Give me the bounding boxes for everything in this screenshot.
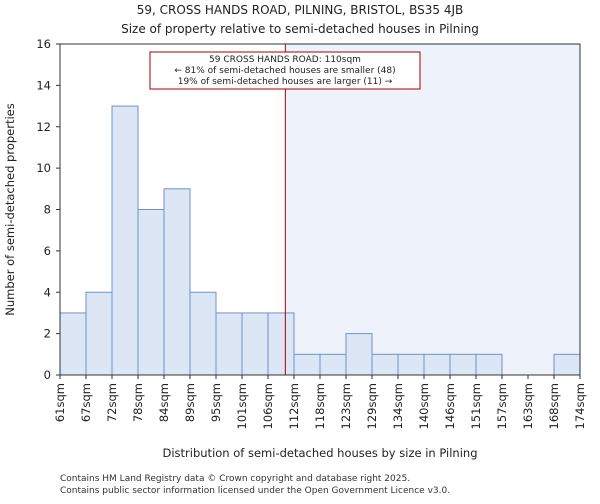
- x-axis-label: Distribution of semi-detached houses by …: [163, 446, 478, 460]
- y-tick-label: 16: [36, 37, 51, 51]
- bar-95sqm: [215, 312, 243, 376]
- x-tick-label: 118sqm: [313, 383, 327, 429]
- y-tick-label: 4: [44, 285, 51, 299]
- x-tick-label: 157sqm: [495, 383, 509, 429]
- x-tick-label: 151sqm: [469, 383, 483, 429]
- x-tick-label: 129sqm: [365, 383, 379, 429]
- x-tick-label: 67sqm: [79, 383, 93, 422]
- y-tick-label: 10: [36, 161, 51, 175]
- annotation-box: 59 CROSS HANDS ROAD: 110sqm ← 81% of sem…: [149, 51, 421, 90]
- bar-106sqm: [267, 312, 295, 376]
- y-axis: 0 2 4 6 8 10 12 14 16: [36, 37, 60, 382]
- bar-61sqm: [59, 312, 87, 376]
- chart-subtitle: Size of property relative to semi-detach…: [121, 22, 479, 36]
- x-tick-label: 101sqm: [235, 383, 249, 429]
- bar-84sqm: [163, 188, 191, 376]
- x-tick-label: 112sqm: [287, 383, 301, 429]
- x-tick-label: 84sqm: [157, 383, 171, 422]
- bar-89sqm: [189, 291, 217, 376]
- x-tick-label: 174sqm: [573, 383, 587, 429]
- x-tick-label: 146sqm: [443, 383, 457, 429]
- y-tick-label: 0: [44, 368, 51, 382]
- x-tick-label: 123sqm: [339, 383, 353, 429]
- x-axis: 61sqm 67sqm 72sqm 78sqm 84sqm 89sqm 95sqm 101sq…: [53, 375, 587, 429]
- bar-72sqm: [111, 105, 139, 376]
- plot-frame: [59, 43, 581, 376]
- bar-129sqm: [371, 353, 399, 376]
- bar-118sqm: [319, 353, 347, 376]
- bar-168sqm: [553, 353, 581, 376]
- annotation-line-2: ← 81% of semi-detached houses are smalle…: [174, 66, 395, 76]
- x-tick-label: 78sqm: [131, 383, 145, 422]
- chart-title: 59, CROSS HANDS ROAD, PILNING, BRISTOL, …: [137, 3, 463, 17]
- y-tick-label: 12: [36, 120, 51, 134]
- bar-101sqm: [241, 312, 269, 376]
- annotation-line-1: 59 CROSS HANDS ROAD: 110sqm: [209, 55, 361, 65]
- larger-region-highlight: [285, 44, 580, 375]
- annotation-line-3: 19% of semi-detached houses are larger (…: [178, 77, 393, 87]
- bar-146sqm: [449, 353, 477, 376]
- x-tick-label: 134sqm: [391, 383, 405, 429]
- footer-line-2: Contains public sector information licen…: [60, 486, 450, 496]
- x-tick-label: 106sqm: [261, 383, 275, 429]
- bar-123sqm: [345, 333, 373, 376]
- y-tick-label: 2: [44, 327, 51, 341]
- x-tick-label: 168sqm: [547, 383, 561, 429]
- footer-line-1: Contains HM Land Registry data © Crown c…: [60, 474, 410, 484]
- annotation-frame: [149, 51, 421, 90]
- x-tick-label: 95sqm: [209, 383, 223, 422]
- x-tick-label: 61sqm: [53, 383, 67, 422]
- bar-78sqm: [137, 209, 165, 376]
- x-tick-label: 163sqm: [521, 383, 535, 429]
- y-tick-label: 14: [36, 78, 51, 92]
- x-tick-label: 140sqm: [417, 383, 431, 429]
- y-tick-label: 6: [44, 244, 51, 258]
- bar-151sqm: [475, 353, 503, 376]
- y-tick-label: 8: [44, 203, 51, 217]
- bars-group: [59, 105, 581, 376]
- x-tick-label: 89sqm: [183, 383, 197, 422]
- y-axis-label: Number of semi-detached properties: [3, 103, 17, 315]
- bar-67sqm: [85, 291, 113, 376]
- bar-112sqm: [293, 353, 321, 376]
- bar-140sqm: [423, 353, 451, 376]
- x-tick-label: 72sqm: [105, 383, 119, 422]
- bar-134sqm: [397, 353, 425, 376]
